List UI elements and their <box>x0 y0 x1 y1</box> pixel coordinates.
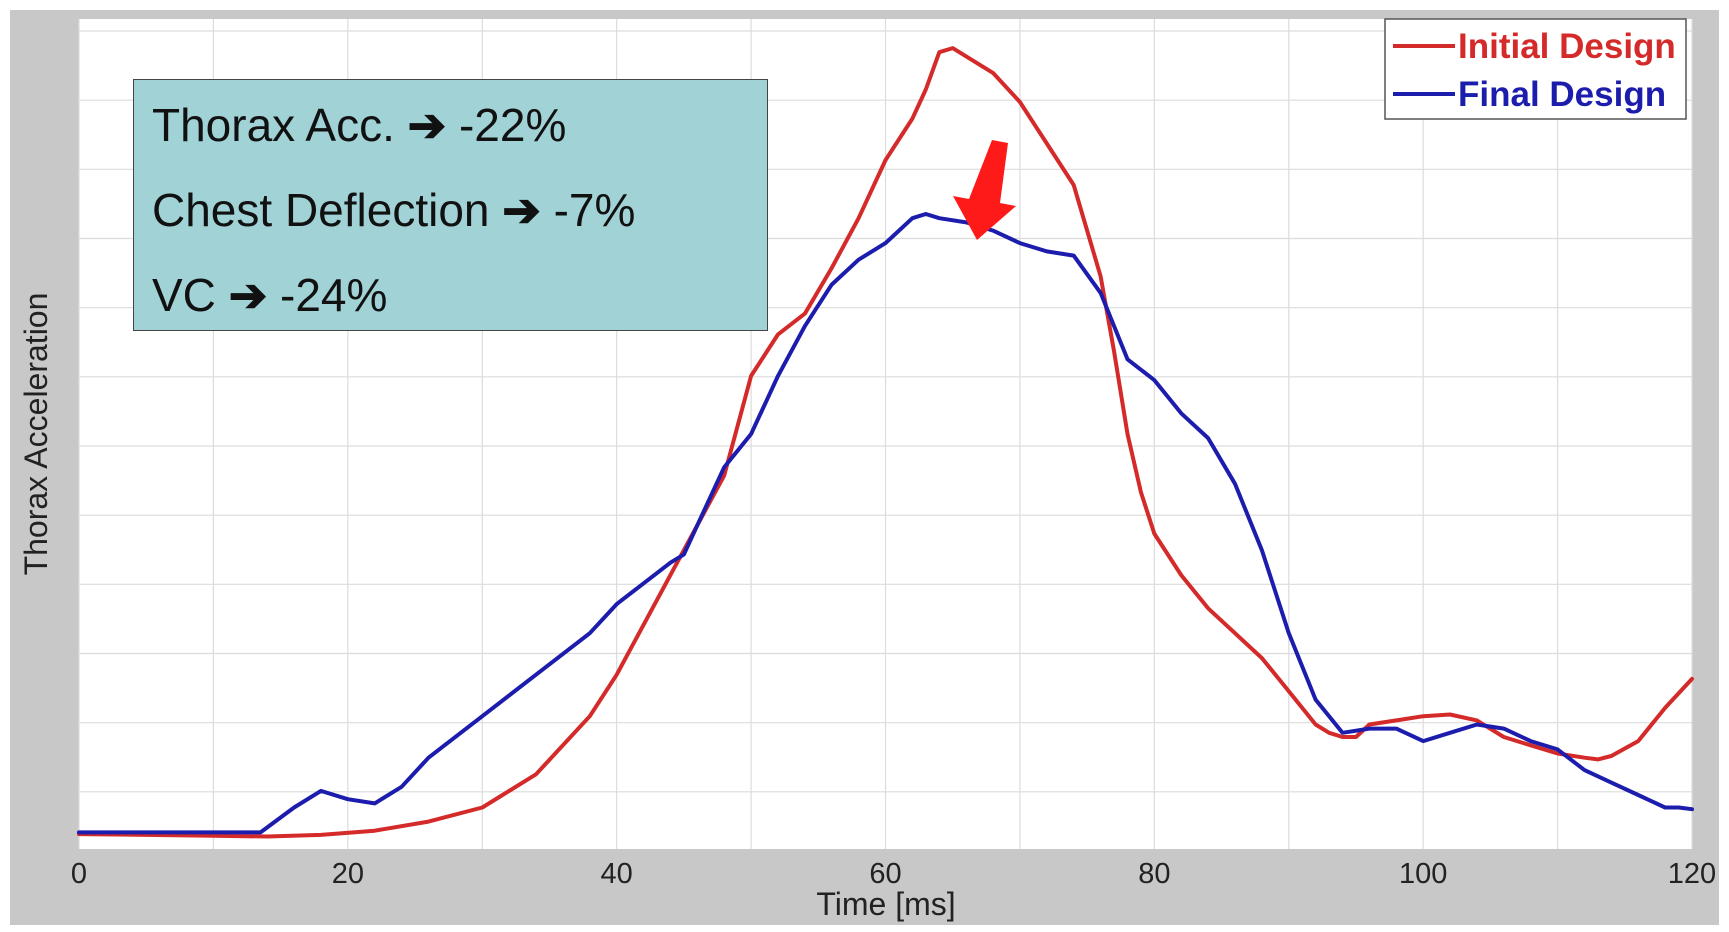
annotation-value: -7% <box>553 184 636 236</box>
y-axis-title: Thorax Acceleration <box>18 293 54 576</box>
annotation-label: Chest Deflection <box>152 184 490 236</box>
annotation-line-thorax: Thorax Acc. ➔ -22% <box>152 98 566 152</box>
annotation-value: -24% <box>280 269 388 321</box>
annotation-label: Thorax Acc. <box>152 99 395 151</box>
legend: Initial Design Final Design <box>1384 18 1687 120</box>
arrow-right-icon: ➔ <box>502 184 541 236</box>
x-tick-labels: 0 20 40 60 80 100 120 <box>71 858 1716 890</box>
annotation-line-vc: VC ➔ -24% <box>152 268 387 322</box>
x-tick-label: 0 <box>71 858 87 890</box>
legend-label-initial-design: Initial Design <box>1458 27 1676 66</box>
highlight-down-arrow <box>953 140 1016 240</box>
x-tick-label: 80 <box>1138 858 1170 890</box>
annotation-value: -22% <box>458 99 567 151</box>
x-tick-label: 120 <box>1668 858 1716 890</box>
x-tick-label: 40 <box>601 858 633 890</box>
annotation-label: VC <box>152 269 216 321</box>
x-axis-title: Time [ms] <box>816 886 955 922</box>
results-annotation-box: Thorax Acc. ➔ -22% Chest Deflection ➔ -7… <box>133 79 768 331</box>
series-line-initial-design <box>77 46 1694 839</box>
series-lines <box>77 46 1694 839</box>
arrow-right-icon: ➔ <box>228 269 268 321</box>
x-tick-label: 20 <box>332 858 364 890</box>
legend-label-final-design: Final Design <box>1458 75 1666 114</box>
x-tick-label: 100 <box>1399 858 1447 890</box>
annotation-line-chest: Chest Deflection ➔ -7% <box>152 183 635 237</box>
arrow-right-icon: ➔ <box>407 99 447 151</box>
x-tick-label: 60 <box>869 858 901 890</box>
legend-box <box>1384 18 1687 120</box>
series-line-final-design <box>77 212 1694 835</box>
